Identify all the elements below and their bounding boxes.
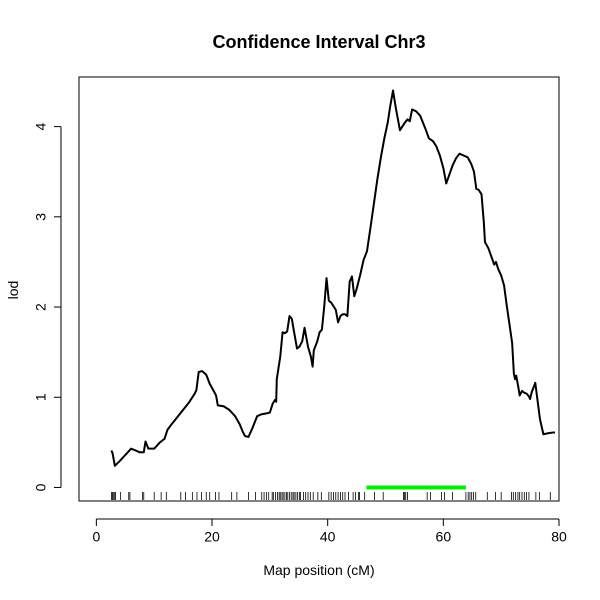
- plot-frame: [78, 76, 560, 502]
- lod-curve: [110, 89, 555, 467]
- y-tick-label: 4: [33, 123, 49, 131]
- x-tick-label: 80: [551, 529, 567, 545]
- y-axis-label: lod: [5, 281, 21, 300]
- x-tick-label: 0: [92, 529, 100, 545]
- y-tick-label: 1: [33, 393, 49, 401]
- x-tick-label: 60: [436, 529, 452, 545]
- y-tick-label: 2: [33, 303, 49, 311]
- x-axis-label: Map position (cM): [263, 562, 374, 578]
- x-tick-label: 40: [320, 529, 336, 545]
- chart-title: Confidence Interval Chr3: [212, 32, 425, 52]
- y-tick-label: 3: [33, 213, 49, 221]
- plot-area: 0 20 40 60 80 0 1 2 3 4: [33, 76, 567, 545]
- x-tick-label: 20: [204, 529, 220, 545]
- y-tick-label: 0: [33, 483, 49, 491]
